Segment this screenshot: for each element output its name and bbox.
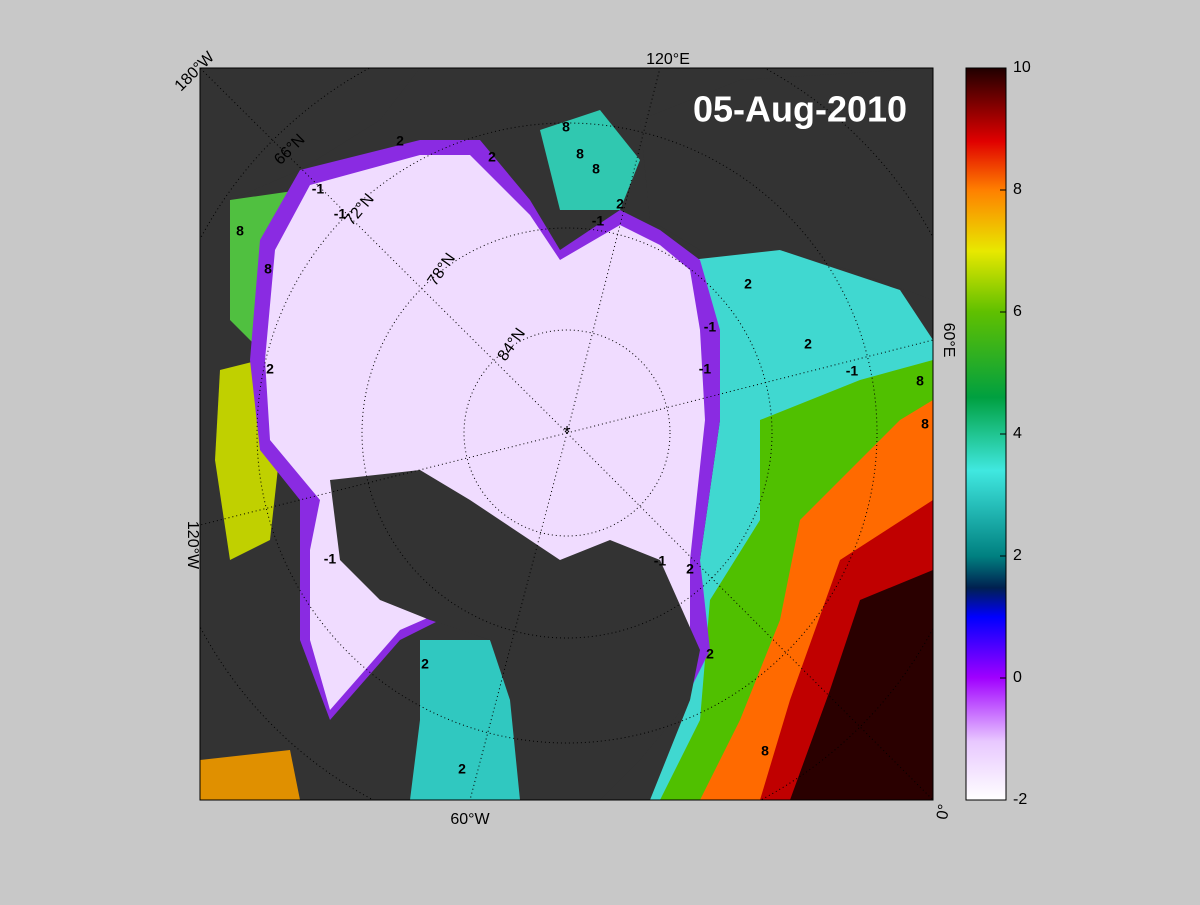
- contour-label: 8: [562, 119, 570, 135]
- colorbar-axis: -2 0 2 4 6 8 10: [1000, 59, 1031, 808]
- contour-label: 2: [744, 276, 752, 292]
- meridian-label: 60°W: [450, 811, 490, 828]
- contour-label: 8: [592, 161, 600, 177]
- contour-label: -1: [592, 213, 605, 229]
- colorbar-tick-label: -2: [1013, 791, 1027, 808]
- warm-ocean: [410, 640, 520, 800]
- contour-label: -1: [699, 361, 712, 377]
- colorbar-tick-label: 6: [1013, 303, 1022, 320]
- map: *: [200, 68, 933, 800]
- contour-label: 2: [686, 561, 694, 577]
- contour-label: 2: [488, 149, 496, 165]
- pole-marker: *: [563, 423, 570, 443]
- colorbar: [965, 67, 1007, 801]
- contour-label: 2: [396, 133, 404, 149]
- contour-label: 8: [576, 146, 584, 162]
- contour-label: 2: [421, 656, 429, 672]
- map-frame: [199, 67, 934, 801]
- contour-label: 2: [804, 336, 812, 352]
- alaska: [200, 68, 420, 200]
- contour-label: 2: [706, 646, 714, 662]
- contour-label: 8: [921, 416, 929, 432]
- colorbar-tick-label: 8: [1013, 181, 1022, 198]
- meridian-label: 60°E: [940, 323, 957, 358]
- contour-label: -1: [334, 206, 347, 222]
- contour-label: -1: [312, 181, 325, 197]
- contour-label: 2: [616, 196, 624, 212]
- map-title: 05-Aug-2010: [693, 89, 907, 130]
- contour-label: 8: [916, 373, 924, 389]
- contour-label: -1: [324, 551, 337, 567]
- eurasia: [640, 68, 933, 300]
- warm-ocean: [790, 570, 933, 800]
- contour-label: 8: [761, 743, 769, 759]
- contour-label: 2: [266, 361, 274, 377]
- greenland: [330, 470, 700, 800]
- contour-label: 2: [458, 761, 466, 777]
- contour-label: -1: [846, 363, 859, 379]
- contour-label: -1: [704, 319, 717, 335]
- colorbar-tick-label: 0: [1013, 669, 1022, 686]
- colorbar-tick-label: 2: [1013, 547, 1022, 564]
- colorbar-tick-label: 4: [1013, 425, 1022, 442]
- contour-label: 8: [264, 261, 272, 277]
- meridian-label: 120°W: [184, 521, 201, 570]
- contour-label: -1: [654, 553, 667, 569]
- contour-label: 8: [236, 223, 244, 239]
- graticule: [200, 68, 933, 800]
- meridian-label: 0°: [934, 803, 953, 821]
- colorbar-tick-label: 10: [1013, 59, 1031, 76]
- warm-ocean: [200, 750, 300, 800]
- warm-ocean: [540, 110, 640, 210]
- meridian-label: 120°E: [646, 51, 690, 68]
